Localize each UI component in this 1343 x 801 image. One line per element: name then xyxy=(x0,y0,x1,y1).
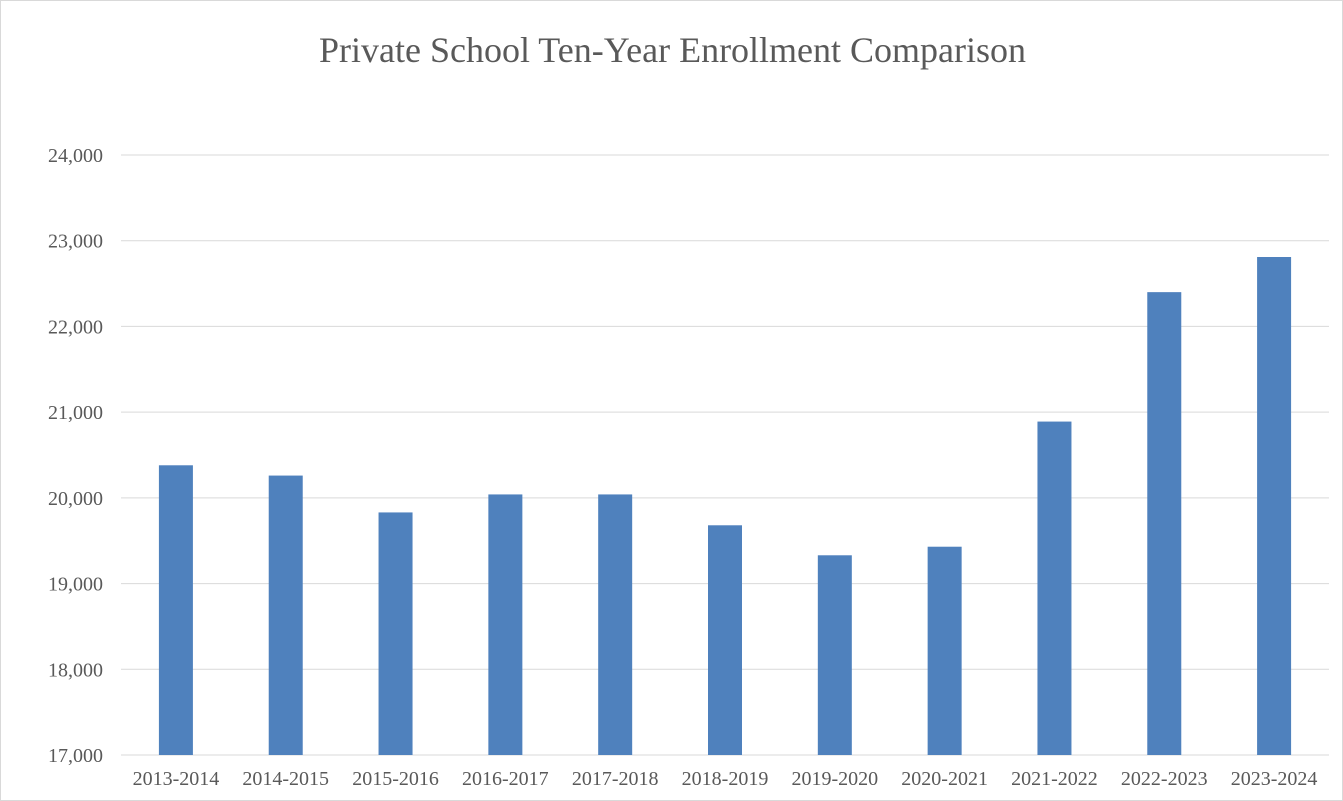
x-tick-label: 2022-2023 xyxy=(1121,768,1208,790)
bar-2021-2022 xyxy=(1037,421,1072,755)
y-tick-label: 19,000 xyxy=(48,574,103,596)
y-tick-label: 23,000 xyxy=(48,231,103,253)
x-tick-label: 2014-2015 xyxy=(242,768,329,790)
y-tick-label: 22,000 xyxy=(48,316,103,338)
x-tick-label: 2018-2019 xyxy=(682,768,769,790)
bar-2017-2018 xyxy=(598,494,633,755)
bar-2016-2017 xyxy=(488,494,523,755)
chart-title: Private School Ten-Year Enrollment Compa… xyxy=(318,30,1027,70)
y-tick-label: 17,000 xyxy=(48,745,103,767)
y-tick-label: 21,000 xyxy=(48,402,103,424)
x-tick-label: 2016-2017 xyxy=(462,768,549,790)
y-tick-label: 18,000 xyxy=(48,659,103,681)
x-tick-label: 2015-2016 xyxy=(352,768,439,790)
bar-2020-2021 xyxy=(927,546,962,755)
x-tick-label: 2023-2024 xyxy=(1231,768,1318,790)
x-tick-label: 2019-2020 xyxy=(791,768,878,790)
y-axis-ticks: 17,000 18,000 19,000 20,000 21,000 22,000 23,0… xyxy=(48,145,103,767)
bar-2018-2019 xyxy=(708,525,742,755)
x-tick-label: 2020-2021 xyxy=(901,768,988,790)
bar-2019-2020 xyxy=(817,555,852,755)
y-tick-label: 20,000 xyxy=(48,488,103,510)
bar-2014-2015 xyxy=(268,475,303,755)
bar-2022-2023 xyxy=(1147,292,1182,755)
x-tick-label: 2017-2018 xyxy=(572,768,659,790)
bars xyxy=(158,257,1292,755)
bar-2023-2024 xyxy=(1257,257,1292,755)
x-axis-ticks: 2013-2014 2014-2015 2015-2016 2016-2017 2017… xyxy=(133,768,1318,790)
x-tick-label: 2013-2014 xyxy=(133,768,220,790)
bar-2013-2014 xyxy=(158,465,193,755)
y-tick-label: 24,000 xyxy=(48,145,103,167)
bar-2015-2016 xyxy=(378,512,413,755)
x-tick-label: 2021-2022 xyxy=(1011,768,1098,790)
